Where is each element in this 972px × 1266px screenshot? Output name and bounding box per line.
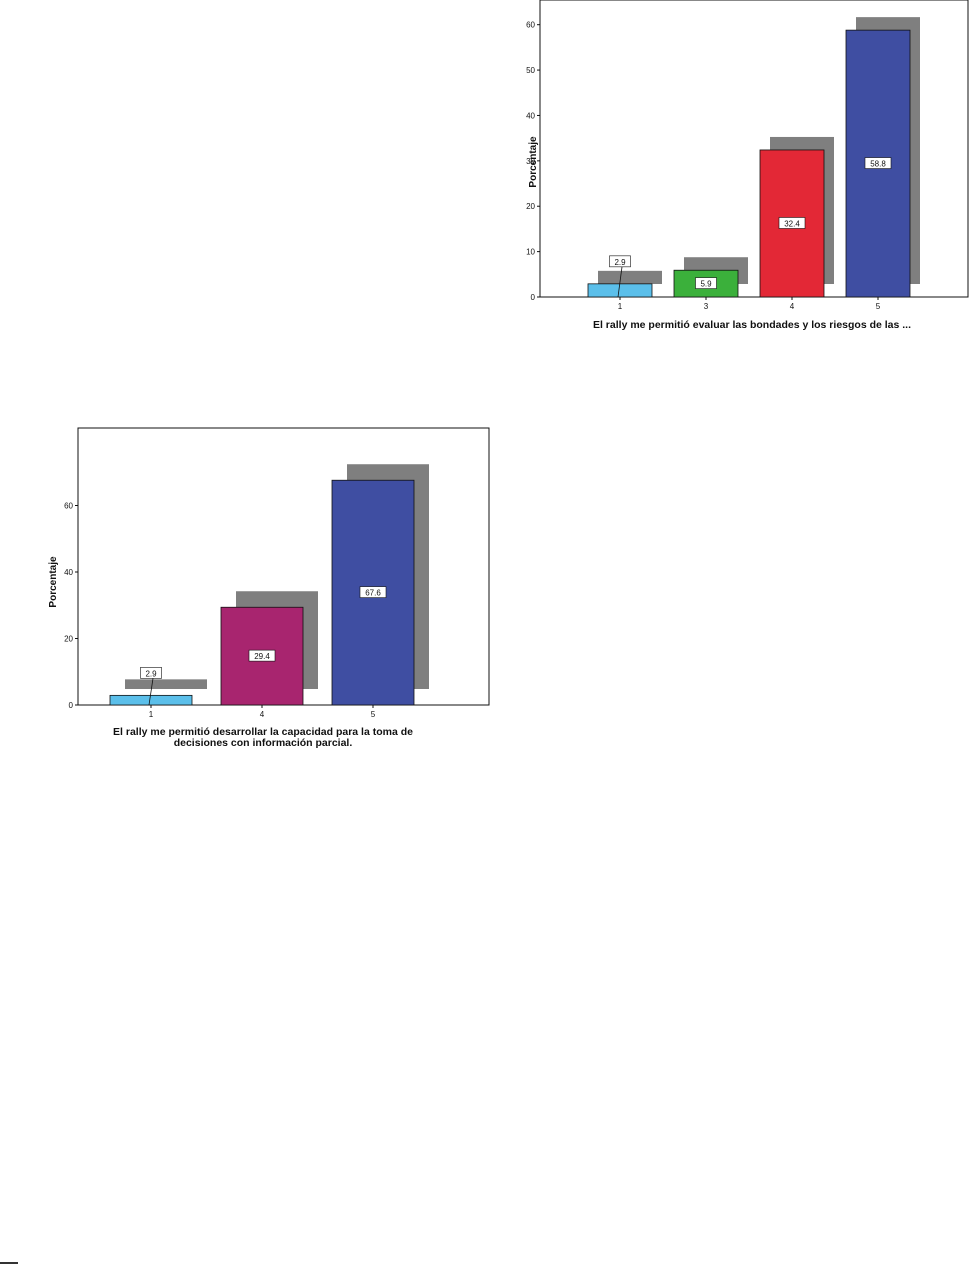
x-tick-label: 3 <box>704 302 709 311</box>
y-tick-label: 60 <box>526 21 535 30</box>
chart-2-svg: 0 20 40 60 2.9 29.4 67.6 1 4 5 Porcentaje El ra… <box>48 427 490 749</box>
bar-shadow <box>598 270 662 284</box>
y-tick-label: 20 <box>64 635 73 644</box>
y-tick-label: 0 <box>69 701 74 710</box>
y-axis-label: Porcentaje <box>48 556 59 608</box>
y-tick-label: 20 <box>526 202 535 211</box>
chart-toma-decisiones: 0 20 40 60 2.9 29.4 67.6 1 4 5 Porcentaje El ra… <box>40 418 496 768</box>
data-label: 2.9 <box>614 258 626 267</box>
y-tick-label: 40 <box>64 568 73 577</box>
data-label-box <box>778 217 806 229</box>
data-label-box <box>864 157 892 169</box>
bar-1 <box>109 694 193 706</box>
y-tick-label: 30 <box>526 157 535 166</box>
data-label-box <box>695 277 717 289</box>
x-tick-label: 1 <box>618 302 623 311</box>
y-tick-label: 50 <box>526 66 535 75</box>
data-label-box <box>359 586 387 598</box>
chart-1-svg: 0 10 20 30 40 50 60 2.9 5.9 32.4 58.8 1 3 4 5 Porcen… <box>526 0 969 331</box>
data-label: 67.6 <box>365 589 381 598</box>
x-axis-label-line-1: El rally me permitió desarrollar la capa… <box>113 726 413 738</box>
y-tick-label: 40 <box>526 111 535 120</box>
x-tick-label: 5 <box>371 710 376 719</box>
data-label: 32.4 <box>784 219 800 228</box>
data-label-box <box>609 255 631 268</box>
y-tick-label: 0 <box>531 293 536 302</box>
x-tick-label: 1 <box>149 710 154 719</box>
page-mark <box>0 1262 18 1264</box>
y-axis-label: Porcentaje <box>528 136 539 188</box>
bar-shadow <box>125 679 207 689</box>
data-label-leader <box>148 678 154 706</box>
data-label: 5.9 <box>700 280 712 289</box>
x-tick-label: 4 <box>260 710 265 719</box>
data-label: 29.4 <box>254 652 270 661</box>
y-tick-label: 10 <box>526 248 535 257</box>
data-label-box <box>248 649 276 662</box>
y-tick-label: 60 <box>64 502 73 511</box>
chart-bondades-riesgos: 0 10 20 30 40 50 60 2.9 5.9 32.4 58.8 1 3 4 5 Porcen… <box>520 0 972 345</box>
data-label: 58.8 <box>870 160 886 169</box>
x-axis-label-line-2: decisiones con información parcial. <box>174 737 353 749</box>
data-label-leader <box>617 266 623 298</box>
bar-1 <box>587 283 653 298</box>
x-tick-label: 5 <box>876 302 881 311</box>
x-tick-label: 4 <box>790 302 795 311</box>
x-axis-label: El rally me permitió evaluar las bondade… <box>593 319 911 331</box>
data-label-box <box>140 667 162 679</box>
data-label: 2.9 <box>145 669 157 678</box>
